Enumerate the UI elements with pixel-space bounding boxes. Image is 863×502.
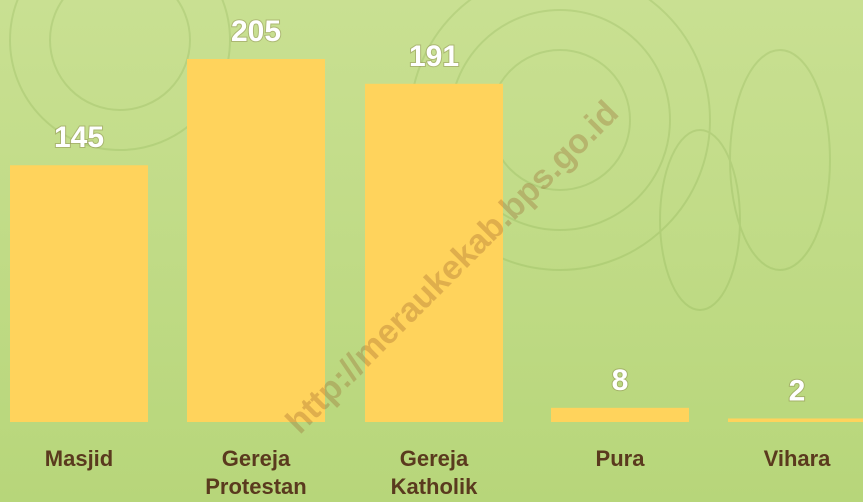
category-label: Vihara — [764, 446, 832, 471]
bar — [187, 59, 325, 422]
data-label: 8 — [612, 364, 629, 397]
bar — [10, 165, 148, 422]
data-label: 145 — [54, 121, 104, 154]
bar — [728, 418, 863, 422]
data-label: 191 — [409, 40, 459, 73]
chart: 145Masjid205GerejaProtestan191GerejaKath… — [0, 0, 863, 502]
data-label: 2 — [789, 374, 806, 407]
page: {"chart_data": {"type": "bar", "categori… — [0, 0, 863, 502]
data-label: 205 — [231, 15, 281, 48]
category-label: Masjid — [45, 446, 113, 471]
category-label: Pura — [596, 446, 646, 471]
bar — [551, 408, 689, 422]
